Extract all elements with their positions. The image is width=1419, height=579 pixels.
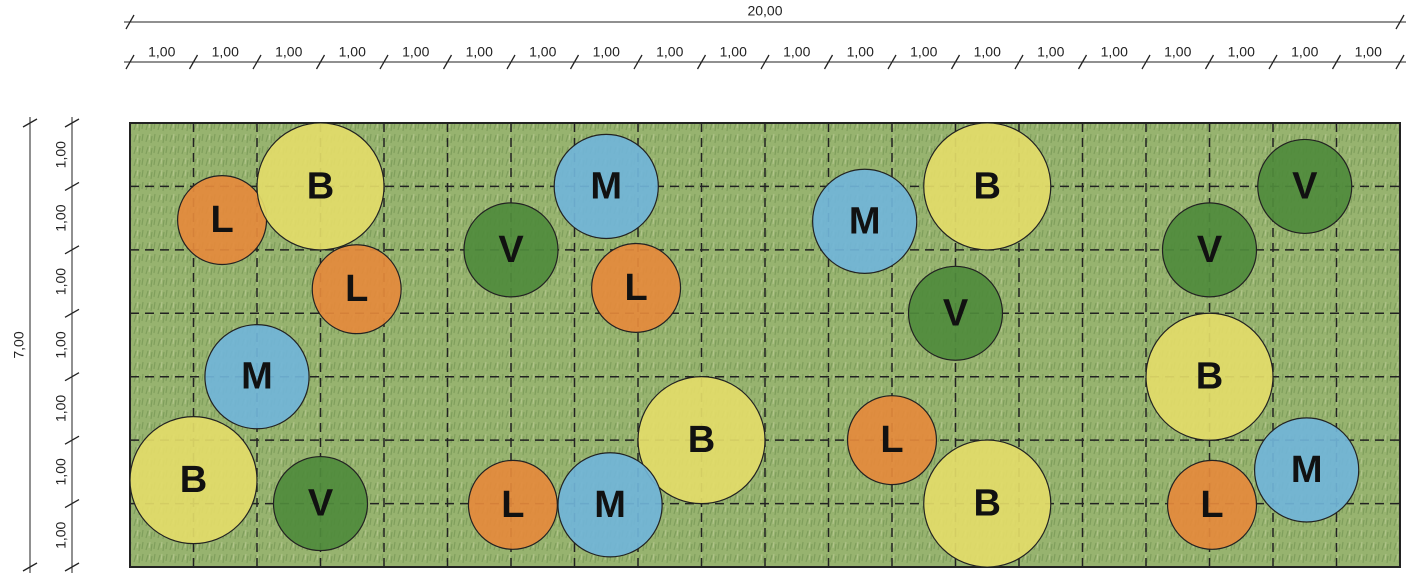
dimension-label: 1,00: [53, 395, 69, 422]
dimension-label: 1,00: [53, 141, 69, 168]
dimension-label: 1,00: [1228, 44, 1255, 60]
plant-label: V: [1197, 229, 1223, 271]
dimension-label: 1,00: [593, 44, 620, 60]
plant-label: B: [307, 165, 334, 207]
plant-label: L: [501, 484, 524, 526]
dimension-label: 1,00: [974, 44, 1001, 60]
dimension-label: 1,00: [529, 44, 556, 60]
dimension-label: 1,00: [910, 44, 937, 60]
dimension-label: 1,00: [339, 44, 366, 60]
plant-label: L: [1200, 484, 1223, 526]
dimension-label: 7,00: [11, 331, 27, 358]
dimension-label: 1,00: [53, 521, 69, 548]
dimension-label: 1,00: [1355, 44, 1382, 60]
plant-label: V: [308, 483, 334, 525]
dimension-label: 1,00: [1291, 44, 1318, 60]
dimension-label: 1,00: [1037, 44, 1064, 60]
dimension-label: 1,00: [148, 44, 175, 60]
plant-label: M: [1291, 449, 1323, 491]
dimension-label: 1,00: [402, 44, 429, 60]
dimension-label: 1,00: [212, 44, 239, 60]
plant-label: M: [241, 356, 273, 398]
plant-label: B: [1196, 356, 1223, 398]
dimension-label: 1,00: [53, 204, 69, 231]
plant-label: M: [594, 484, 626, 526]
plant-label: M: [590, 165, 622, 207]
dimension-label: 1,00: [720, 44, 747, 60]
dimension-label: 1,00: [53, 458, 69, 485]
plant-label: L: [345, 268, 368, 310]
plant-label: V: [1292, 165, 1318, 207]
plant-label: V: [943, 292, 969, 334]
planting-plan: 20,00 1,00 1,00 1,00 1,00 1,00 1,00 1,00 1,00 1,0…: [0, 0, 1419, 579]
dimension-label: 1,00: [53, 268, 69, 295]
dimension-label: 1,00: [656, 44, 683, 60]
dimension-label: 1,00: [847, 44, 874, 60]
plant-label: V: [498, 229, 524, 271]
dimension-label: 1,00: [275, 44, 302, 60]
plant-label: B: [180, 459, 207, 501]
dimension-label: 1,00: [53, 331, 69, 358]
plant-label: B: [688, 419, 715, 461]
plant-label: M: [849, 200, 881, 242]
dimension-label: 1,00: [1164, 44, 1191, 60]
dimension-label: 20,00: [747, 3, 782, 19]
plant-label: L: [624, 267, 647, 309]
dimension-label: 1,00: [1101, 44, 1128, 60]
plant-label: B: [974, 165, 1001, 207]
plant-label: L: [210, 199, 233, 241]
plant-label: B: [974, 483, 1001, 525]
dimension-label: 1,00: [466, 44, 493, 60]
dimension-label: 1,00: [783, 44, 810, 60]
plant-label: L: [880, 419, 903, 461]
